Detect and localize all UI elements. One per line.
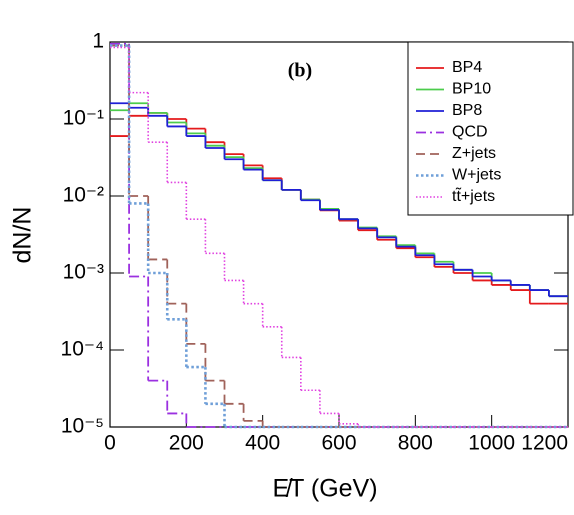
y-tick-label: 10⁻⁴ — [61, 338, 104, 361]
x-tick-label: 800 — [398, 432, 433, 455]
y-tick-label: 1 — [92, 30, 104, 53]
legend-label: Z+jets — [452, 145, 496, 162]
x-axis-label: E̸T (GeV) — [272, 475, 377, 503]
x-tick-label: 1000 — [468, 432, 515, 455]
y-tick-label: 10⁻⁵ — [61, 415, 104, 438]
y-tick-label: 10⁻² — [63, 184, 104, 207]
legend-label: QCD — [452, 124, 488, 141]
x-tick-label: 600 — [321, 432, 356, 455]
y-axis-label: dN/N — [9, 207, 37, 264]
legend-label: BP8 — [452, 102, 482, 119]
legend-label: BP10 — [452, 81, 491, 98]
legend-label: W+jets — [452, 167, 501, 184]
legend-label: tt̃+jets — [452, 186, 495, 205]
annotation: (b) — [288, 60, 312, 82]
legend-box — [407, 41, 574, 216]
y-tick-label: 10⁻¹ — [63, 107, 104, 130]
x-tick-label: 0 — [104, 432, 116, 455]
legend-label: BP4 — [452, 59, 482, 76]
y-tick-label: 10⁻³ — [63, 261, 104, 284]
x-tick-label: 400 — [245, 432, 280, 455]
x-tick-label: 200 — [169, 432, 204, 455]
x-tick-label: 1200 — [521, 432, 568, 455]
